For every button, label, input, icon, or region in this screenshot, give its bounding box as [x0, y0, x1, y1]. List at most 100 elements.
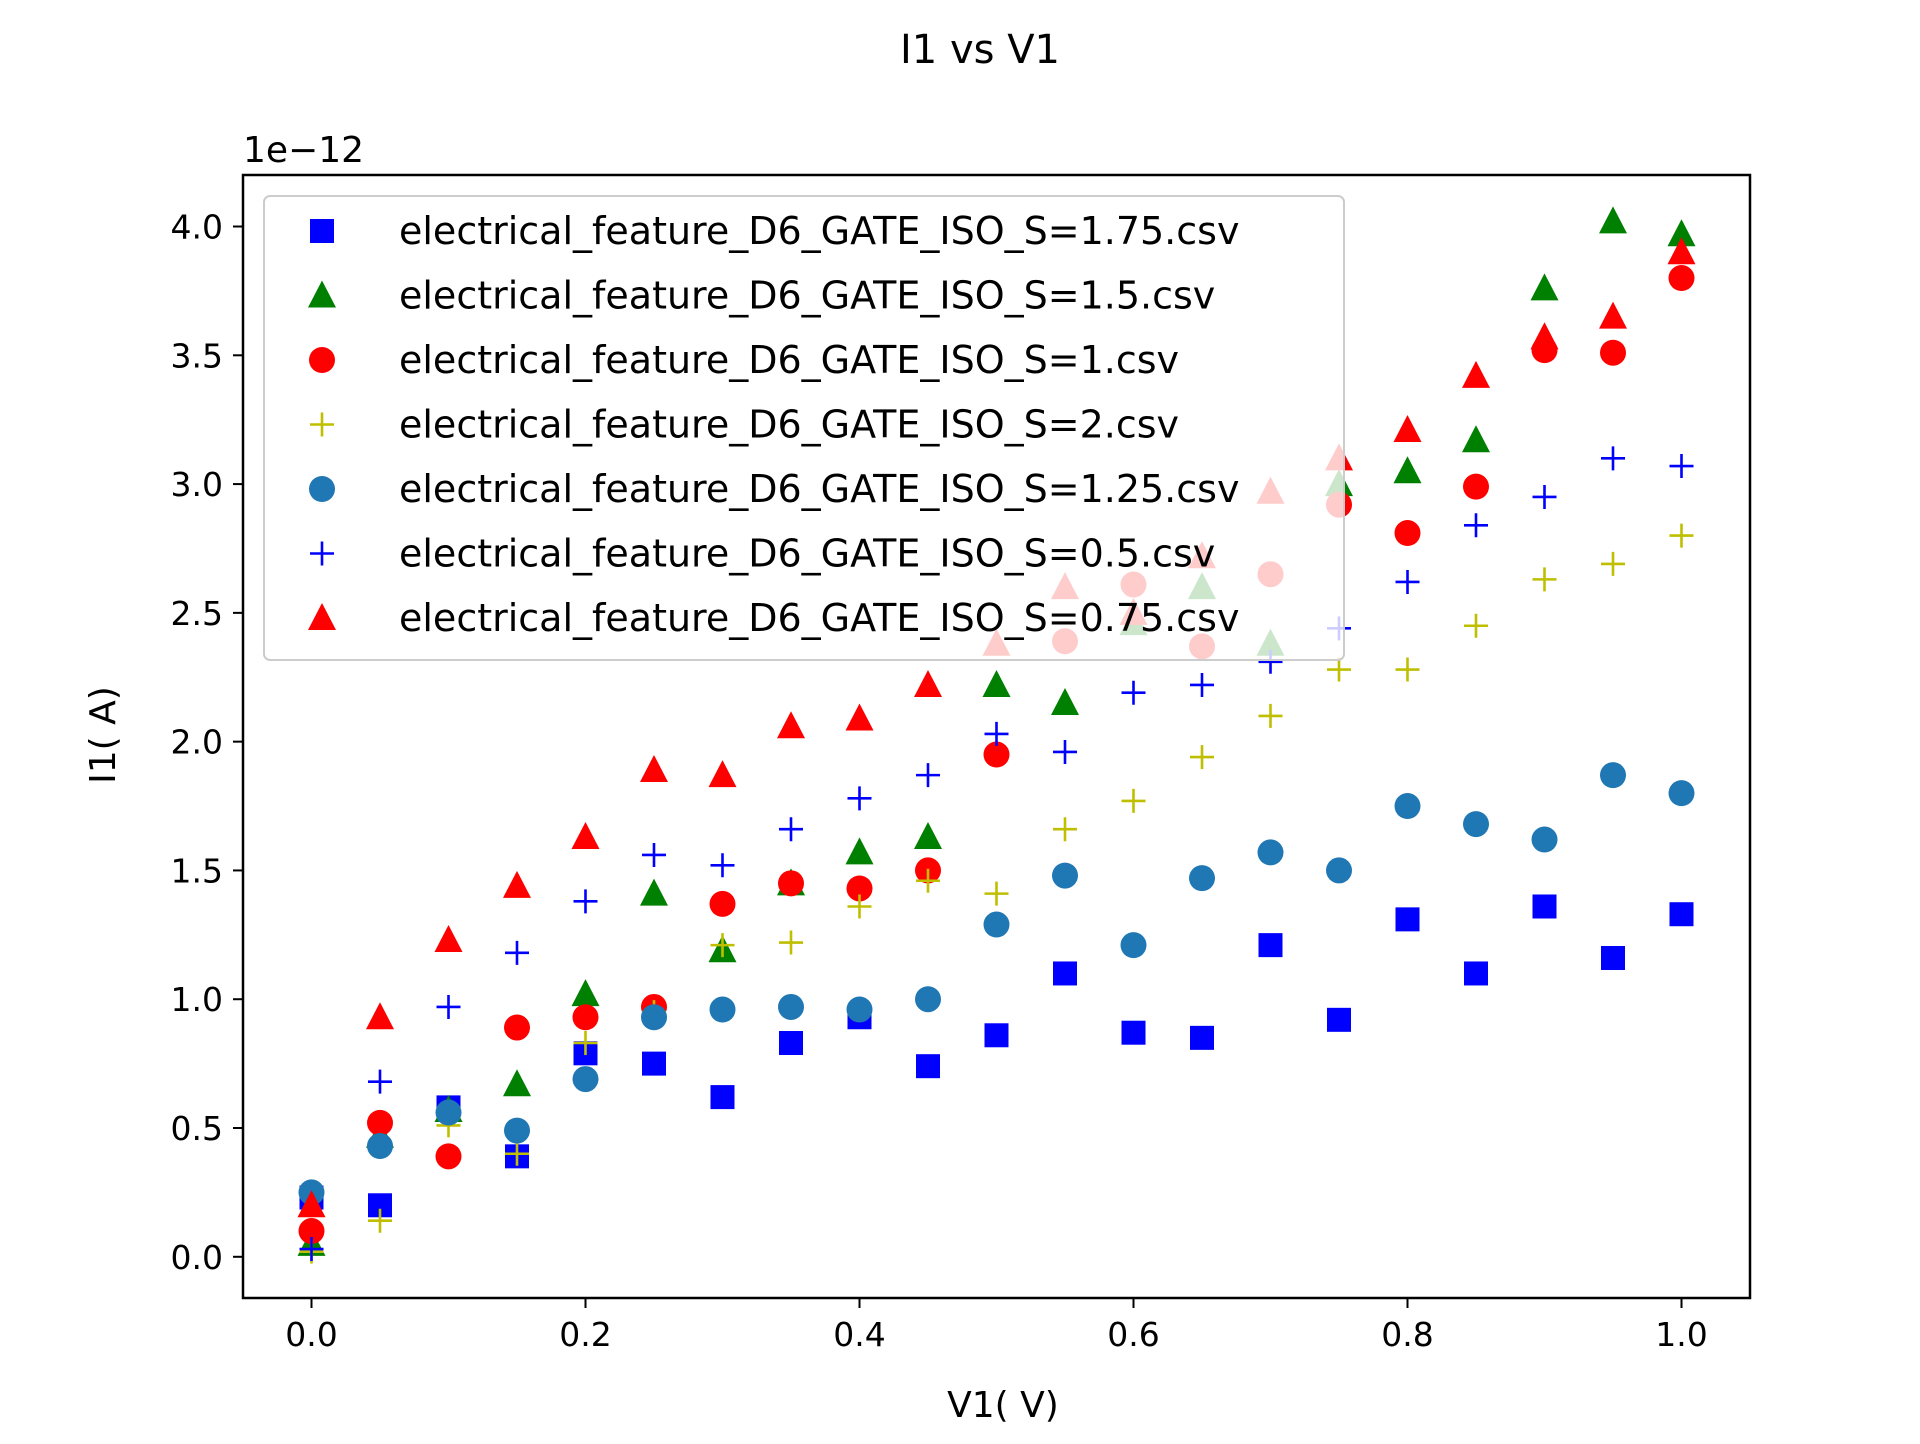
data-point: [1395, 657, 1420, 682]
axis-ticks: 0.0 0.2 0.4 0.6 0.8 1.0 0.0 0.5 1.0 1.5 2.0 2.5 3.0 3…: [171, 208, 1708, 1354]
legend-label: electrical_feature_D6_GATE_ISO_S=1.csv: [399, 338, 1179, 382]
data-point: [777, 711, 805, 739]
data-point: [845, 703, 874, 731]
data-point: [1669, 523, 1694, 548]
plot-frame: [241, 173, 1752, 1300]
data-point: [983, 741, 1010, 768]
data-point: [572, 1066, 599, 1093]
legend-label: electrical_feature_D6_GATE_ISO_S=2.csv: [399, 403, 1179, 447]
data-point: [1668, 265, 1695, 292]
data-point: [434, 924, 463, 952]
data-point: [1189, 865, 1215, 892]
data-point: [640, 878, 668, 906]
y-tick-label: 2.0: [171, 723, 223, 762]
data-point: [1258, 933, 1283, 958]
data-point: [505, 940, 529, 965]
data-point: [778, 993, 804, 1020]
data-point: [982, 669, 1011, 697]
data-point: [914, 821, 942, 849]
data-point: [1051, 688, 1079, 716]
data-point: [504, 1117, 530, 1144]
data-point: [1600, 339, 1626, 366]
data-point: [367, 1133, 393, 1160]
data-point: [573, 1031, 598, 1056]
data-point: [1120, 932, 1147, 959]
data-point: [1601, 946, 1625, 971]
legend-marker: [310, 541, 334, 566]
data-point: [572, 1004, 599, 1031]
data-point: [1190, 672, 1214, 697]
x-axis-label: V1( V): [947, 1385, 1059, 1426]
y-axis-label: I1( A): [83, 686, 124, 784]
legend-label: electrical_feature_D6_GATE_ISO_S=1.75.cs…: [399, 209, 1239, 253]
y-tick-label: 1.5: [171, 851, 223, 890]
y-tick-label: 0.5: [171, 1109, 223, 1148]
data-point: [916, 763, 940, 788]
data-point: [1601, 551, 1625, 576]
data-point: [1667, 237, 1696, 265]
data-point: [1462, 425, 1490, 453]
data-point: [1600, 762, 1626, 789]
data-point: [642, 842, 666, 867]
legend-marker: [308, 603, 336, 630]
data-point: [1530, 322, 1559, 350]
legend-label: electrical_feature_D6_GATE_ISO_S=0.5.csv: [399, 532, 1215, 576]
data-point: [710, 933, 735, 958]
x-tick-label: 0.6: [1107, 1315, 1159, 1354]
data-point: [1463, 473, 1489, 500]
data-point: [1669, 902, 1694, 927]
data-point: [1393, 414, 1422, 442]
x-tick-label: 1.0: [1655, 1315, 1707, 1354]
data-point: [1599, 301, 1627, 329]
legend-marker: [310, 412, 334, 437]
data-point: [984, 881, 1009, 906]
data-point: [778, 870, 804, 897]
data-point: [916, 868, 940, 893]
data-point: [573, 889, 598, 914]
data-point: [915, 986, 941, 1013]
data-point: [1121, 680, 1146, 705]
data-point: [1532, 567, 1557, 592]
data-point: [1531, 826, 1558, 853]
y-tick-label: 1.0: [171, 980, 223, 1019]
data-point: [1327, 657, 1351, 682]
data-point: [368, 1069, 392, 1094]
y-tick-label: 2.5: [171, 594, 223, 633]
y-tick-label: 4.0: [171, 208, 223, 247]
data-point: [845, 837, 874, 865]
x-tick-label: 0.0: [285, 1315, 337, 1354]
legend-label: electrical_feature_D6_GATE_ISO_S=1.5.csv: [399, 274, 1215, 318]
data-point: [1394, 793, 1421, 820]
data-point: [1395, 569, 1420, 594]
data-point: [1121, 1020, 1146, 1045]
data-point: [571, 979, 600, 1007]
legend-label: electrical_feature_D6_GATE_ISO_S=1.25.cs…: [399, 467, 1239, 511]
data-point: [709, 996, 736, 1023]
data-point: [1393, 456, 1422, 484]
data-point: [1190, 1025, 1214, 1050]
data-point: [846, 996, 873, 1023]
data-point: [435, 1143, 462, 1170]
data-point: [1532, 894, 1557, 919]
data-point: [1599, 206, 1627, 234]
data-point: [571, 821, 600, 849]
data-point: [1462, 360, 1490, 388]
data-point: [1464, 613, 1488, 638]
data-point: [1464, 513, 1488, 538]
data-point: [1530, 273, 1559, 301]
x-tick-label: 0.4: [833, 1315, 885, 1354]
data-point: [710, 853, 735, 878]
data-point: [435, 1099, 462, 1126]
data-point: [984, 721, 1009, 746]
data-point: [1463, 811, 1489, 838]
data-point: [1669, 454, 1694, 479]
y-tick-label: 3.0: [171, 465, 223, 504]
data-point: [1464, 961, 1488, 986]
legend-marker: [308, 280, 336, 308]
data-point: [779, 817, 803, 842]
data-point: [1258, 703, 1283, 728]
data-point: [1668, 780, 1695, 807]
data-point: [641, 1004, 667, 1031]
